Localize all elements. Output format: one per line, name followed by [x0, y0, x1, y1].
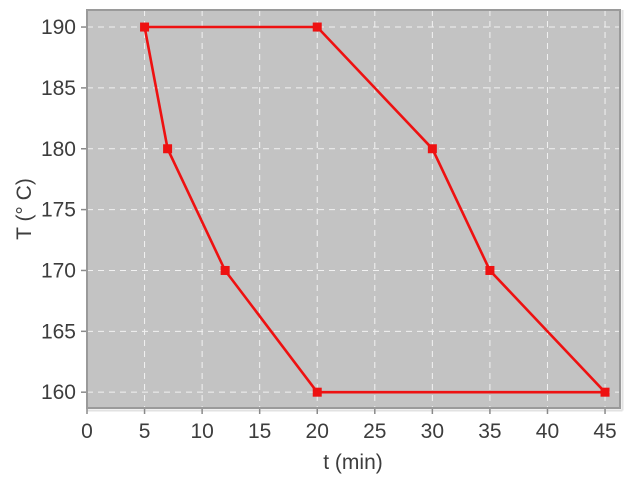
- data-point-45-160: [600, 387, 610, 397]
- y-tick-label-165: 165: [41, 320, 76, 343]
- x-tick-label-20: 20: [306, 420, 329, 443]
- y-tick-label-180: 180: [41, 138, 76, 161]
- y-tick-label-170: 170: [41, 259, 76, 282]
- data-point-7-180: [163, 144, 173, 154]
- x-tick-label-5: 5: [139, 420, 151, 443]
- data-series: [140, 22, 610, 397]
- x-tick-label-15: 15: [248, 420, 271, 443]
- plot-border: [86, 9, 621, 409]
- axis-ticks: [81, 26, 606, 414]
- y-axis-title: T (° C): [13, 178, 36, 240]
- x-tick-label-25: 25: [363, 420, 386, 443]
- gridlines: [87, 10, 620, 408]
- y-tick-label-175: 175: [41, 199, 76, 222]
- data-point-30-180: [427, 144, 437, 154]
- x-tick-label-45: 45: [593, 420, 616, 443]
- data-point-12-170: [220, 265, 230, 275]
- data-point-20-190: [312, 22, 322, 32]
- y-tick-label-185: 185: [41, 77, 76, 100]
- axis-tick-labels: 0 5 10 15 20 25 30 35 40 45 160 165 170 175 180 185 190: [41, 16, 617, 443]
- data-point-35-170: [485, 265, 495, 275]
- data-point-20-160: [312, 387, 322, 397]
- x-tick-label-35: 35: [478, 420, 501, 443]
- x-tick-label-40: 40: [536, 420, 559, 443]
- x-tick-label-0: 0: [81, 420, 93, 443]
- plot-border-shadow: [87, 10, 624, 412]
- y-tick-label-160: 160: [41, 381, 76, 404]
- x-tick-label-30: 30: [421, 420, 444, 443]
- x-axis-title: t (min): [323, 451, 383, 474]
- plot-area: [87, 10, 620, 408]
- y-tick-label-190: 190: [41, 16, 76, 39]
- x-tick-label-10: 10: [190, 420, 213, 443]
- data-point-5-190: [140, 22, 150, 32]
